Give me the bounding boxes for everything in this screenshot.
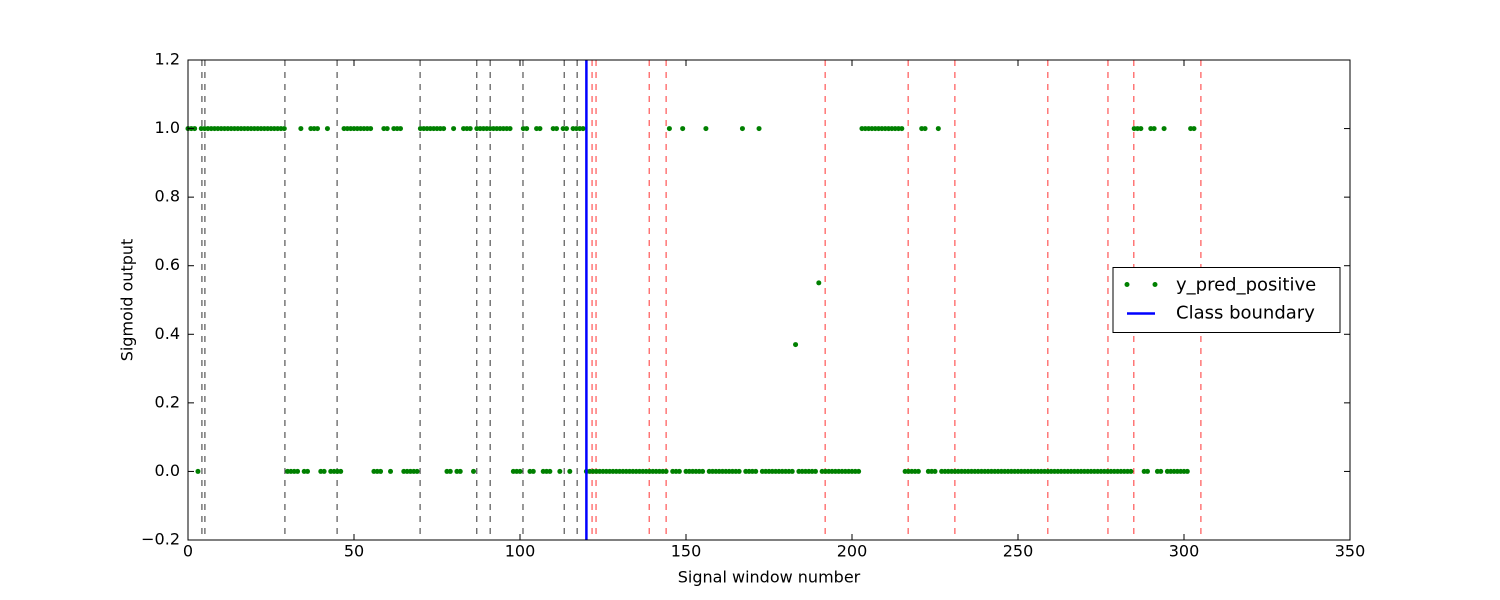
y-axis-label: Sigmoid output [118, 239, 137, 362]
x-tick-label: 200 [837, 542, 868, 561]
x-axis-label: Signal window number [678, 568, 861, 587]
point [338, 469, 343, 474]
y-tick-label: 1.2 [155, 50, 180, 69]
point [295, 469, 300, 474]
point [508, 126, 513, 131]
point [916, 469, 921, 474]
point [1191, 126, 1196, 131]
legend-marker [1153, 282, 1158, 287]
point [564, 126, 569, 131]
x-tick-label: 100 [505, 542, 536, 561]
y-tick-label: −0.2 [141, 530, 180, 549]
x-tick-label: 250 [1003, 542, 1034, 561]
point [398, 126, 403, 131]
legend-marker [1125, 282, 1130, 287]
point [554, 126, 559, 131]
point [531, 469, 536, 474]
y-tick-label: 1.0 [155, 118, 180, 137]
point [1162, 126, 1167, 131]
point [677, 469, 682, 474]
point [899, 126, 904, 131]
point [315, 126, 320, 131]
point [448, 469, 453, 474]
point [378, 469, 383, 474]
point [537, 126, 542, 131]
point [468, 126, 473, 131]
point [368, 126, 373, 131]
point [415, 469, 420, 474]
point [547, 469, 552, 474]
point [664, 469, 669, 474]
point [388, 469, 393, 474]
point [680, 126, 685, 131]
point [524, 126, 529, 131]
legend-label: y_pred_positive [1176, 275, 1316, 296]
point [1128, 469, 1133, 474]
point [1158, 469, 1163, 474]
point [703, 126, 708, 131]
point [458, 469, 463, 474]
point [305, 469, 310, 474]
point [441, 126, 446, 131]
legend-label: Class boundary [1176, 303, 1315, 324]
y-tick-label: 0.0 [155, 461, 180, 480]
y-tick-label: 0.2 [155, 392, 180, 411]
point [737, 469, 742, 474]
point [1152, 126, 1157, 131]
point [1185, 469, 1190, 474]
point [753, 469, 758, 474]
point [813, 469, 818, 474]
point [1145, 469, 1150, 474]
point [471, 469, 476, 474]
point [923, 126, 928, 131]
point [936, 126, 941, 131]
point [667, 126, 672, 131]
point [740, 126, 745, 131]
point [385, 126, 390, 131]
x-tick-label: 50 [344, 542, 364, 561]
y-tick-label: 0.8 [155, 187, 180, 206]
point [816, 280, 821, 285]
point [700, 469, 705, 474]
x-tick-label: 150 [671, 542, 702, 561]
y-tick-label: 0.4 [155, 324, 180, 343]
point [451, 126, 456, 131]
point [567, 469, 572, 474]
x-tick-label: 350 [1335, 542, 1366, 561]
point [557, 469, 562, 474]
point [933, 469, 938, 474]
y-tick-label: 0.6 [155, 255, 180, 274]
point [298, 126, 303, 131]
point [790, 469, 795, 474]
point [322, 469, 327, 474]
point [325, 126, 330, 131]
point [793, 342, 798, 347]
point [282, 126, 287, 131]
point [195, 469, 200, 474]
point [856, 469, 861, 474]
point [1138, 126, 1143, 131]
point [518, 469, 523, 474]
x-tick-label: 300 [1169, 542, 1200, 561]
point [581, 126, 586, 131]
point [757, 126, 762, 131]
x-tick-label: 0 [183, 542, 193, 561]
